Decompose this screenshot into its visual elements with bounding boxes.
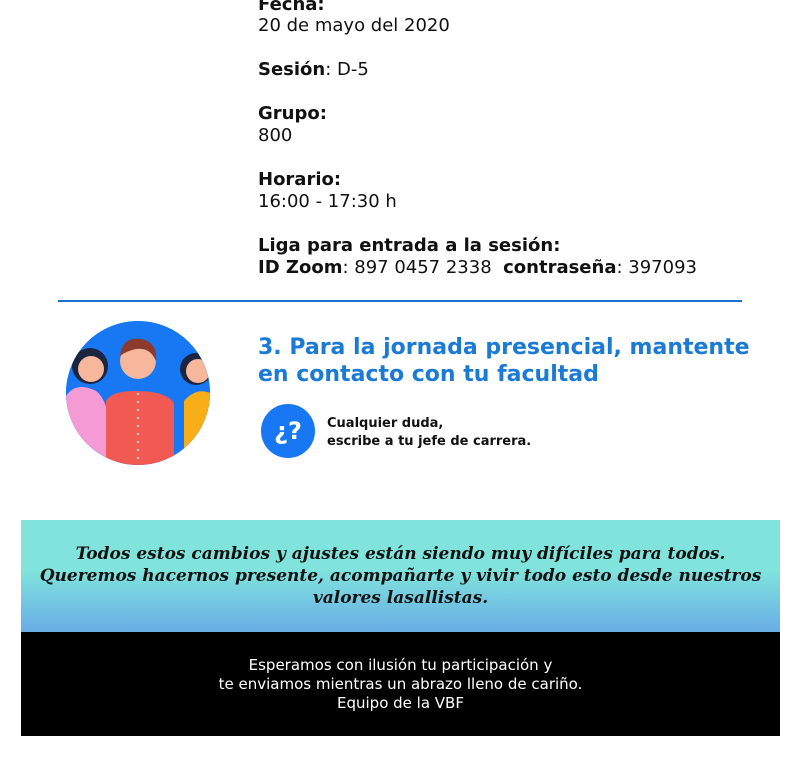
footer-line-2: te enviamos mientras un abrazo lleno de … <box>218 674 583 693</box>
fecha-label-text: Fecha: <box>258 0 325 15</box>
grupo-value: 800 <box>258 125 293 146</box>
help-text: Cualquier duda, escribe a tu jefe de car… <box>327 415 531 451</box>
footer-signature: Equipo de la VBF <box>337 693 464 712</box>
help-line-2: escribe a tu jefe de carrera. <box>327 434 532 449</box>
footer: Esperamos con ilusión tu participación y… <box>21 632 780 736</box>
password-label: contraseña <box>503 257 617 278</box>
banner-line-2: Queremos hacernos presente, acompañarte … <box>39 566 762 586</box>
sesion-label: Sesión <box>258 59 326 80</box>
liga-label: Liga para entrada a la sesión: <box>258 235 561 256</box>
message-banner: Todos estos cambios y ajustes están sien… <box>21 520 780 632</box>
password-value: : 397093 <box>616 257 697 278</box>
sesion: Sesión: D-5 <box>258 59 369 81</box>
horario-label: Horario: <box>258 169 342 190</box>
grupo-label: Grupo: <box>258 103 327 124</box>
banner-line-1: Todos estos cambios y ajustes están sien… <box>75 544 726 564</box>
divider <box>58 300 742 302</box>
step3-heading: 3. Para la jornada presencial, mantente … <box>258 334 750 388</box>
horario-value: 16:00 - 17:30 h <box>258 191 397 212</box>
heading-line-2: en contacto con tu facultad <box>258 362 599 387</box>
zoom-id-label: ID Zoom <box>258 257 343 278</box>
people-illustration <box>66 321 210 465</box>
zoom-credentials: ID Zoom: 897 0457 2338 contraseña: 39709… <box>258 257 697 279</box>
footer-text: Esperamos con ilusión tu participación y… <box>219 656 583 713</box>
help-line-1: Cualquier duda, <box>327 416 444 431</box>
heading-line-1: 3. Para la jornada presencial, mantente <box>258 335 750 360</box>
question-icon: ¿? <box>261 404 315 458</box>
fecha-value: 20 de mayo del 2020 <box>258 15 450 36</box>
zoom-id-value: : 897 0457 2338 <box>342 257 492 278</box>
footer-line-1: Esperamos con ilusión tu participación y <box>248 655 553 674</box>
fecha-label: Fecha: <box>258 0 325 16</box>
sesion-value: : D-5 <box>325 59 369 80</box>
banner-text: Todos estos cambios y ajustes están sien… <box>40 543 762 609</box>
banner-line-3: valores lasallistas. <box>312 588 489 608</box>
